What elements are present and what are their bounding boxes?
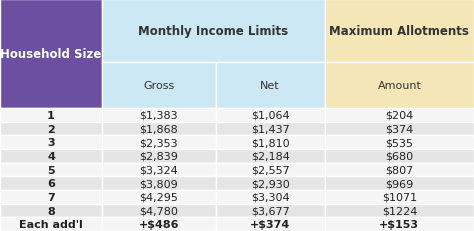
Bar: [0, 204, 102, 217]
Text: $1071: $1071: [382, 192, 417, 202]
Bar: [0, 190, 102, 204]
Bar: [0, 217, 102, 231]
Bar: [102, 149, 216, 163]
Text: $807: $807: [385, 165, 413, 175]
Bar: [325, 217, 474, 231]
Text: 2: 2: [47, 124, 55, 134]
Bar: [0, 109, 102, 122]
Text: Gross: Gross: [143, 80, 174, 91]
Text: 5: 5: [47, 165, 55, 175]
Text: $3,809: $3,809: [139, 178, 178, 188]
Bar: [216, 204, 325, 217]
Bar: [325, 176, 474, 190]
Text: $3,324: $3,324: [139, 165, 178, 175]
Bar: [0, 149, 102, 163]
Text: $1,810: $1,810: [251, 138, 290, 148]
Bar: [325, 136, 474, 149]
Bar: [102, 163, 216, 176]
Bar: [325, 109, 474, 122]
Bar: [0, 163, 102, 176]
Text: $4,780: $4,780: [139, 206, 178, 216]
Bar: [216, 136, 325, 149]
Bar: [325, 0, 474, 62]
Bar: [0, 0, 102, 109]
Text: $3,677: $3,677: [251, 206, 290, 216]
Bar: [102, 62, 216, 109]
Text: $969: $969: [385, 178, 413, 188]
Bar: [102, 122, 216, 136]
Bar: [102, 0, 325, 62]
Text: $2,930: $2,930: [251, 178, 290, 188]
Bar: [102, 109, 216, 122]
Bar: [216, 176, 325, 190]
Bar: [325, 163, 474, 176]
Bar: [102, 217, 216, 231]
Bar: [325, 190, 474, 204]
Text: 7: 7: [47, 192, 55, 202]
Text: Maximum Allotments: Maximum Allotments: [329, 25, 469, 38]
Text: $535: $535: [385, 138, 413, 148]
Bar: [102, 136, 216, 149]
Text: $2,839: $2,839: [139, 151, 178, 161]
Bar: [102, 190, 216, 204]
Bar: [216, 163, 325, 176]
Bar: [0, 122, 102, 136]
Bar: [102, 176, 216, 190]
Text: Monthly Income Limits: Monthly Income Limits: [138, 25, 288, 38]
Bar: [325, 204, 474, 217]
Text: 8: 8: [47, 206, 55, 216]
Bar: [216, 190, 325, 204]
Text: $1,868: $1,868: [139, 124, 178, 134]
Text: $204: $204: [385, 110, 413, 120]
Bar: [216, 217, 325, 231]
Text: $1,437: $1,437: [251, 124, 290, 134]
Text: $1224: $1224: [382, 206, 417, 216]
Bar: [325, 62, 474, 109]
Text: 6: 6: [47, 178, 55, 188]
Bar: [216, 109, 325, 122]
Text: Amount: Amount: [377, 80, 421, 91]
Bar: [216, 62, 325, 109]
Text: +$153: +$153: [379, 219, 419, 229]
Bar: [325, 149, 474, 163]
Bar: [102, 204, 216, 217]
Text: Household Size: Household Size: [0, 48, 101, 61]
Text: Each add'l: Each add'l: [19, 219, 83, 229]
Text: +$374: +$374: [250, 219, 290, 229]
Bar: [325, 122, 474, 136]
Text: 3: 3: [47, 138, 55, 148]
Text: 1: 1: [47, 110, 55, 120]
Text: $374: $374: [385, 124, 413, 134]
Text: +$486: +$486: [138, 219, 179, 229]
Bar: [216, 149, 325, 163]
Bar: [216, 122, 325, 136]
Text: $680: $680: [385, 151, 413, 161]
Text: $1,383: $1,383: [139, 110, 178, 120]
Text: $2,184: $2,184: [251, 151, 290, 161]
Text: $3,304: $3,304: [251, 192, 290, 202]
Text: $2,557: $2,557: [251, 165, 290, 175]
Bar: [0, 176, 102, 190]
Text: $1,064: $1,064: [251, 110, 290, 120]
Text: $2,353: $2,353: [139, 138, 178, 148]
Text: 4: 4: [47, 151, 55, 161]
Bar: [0, 136, 102, 149]
Text: $4,295: $4,295: [139, 192, 178, 202]
Text: Net: Net: [260, 80, 280, 91]
